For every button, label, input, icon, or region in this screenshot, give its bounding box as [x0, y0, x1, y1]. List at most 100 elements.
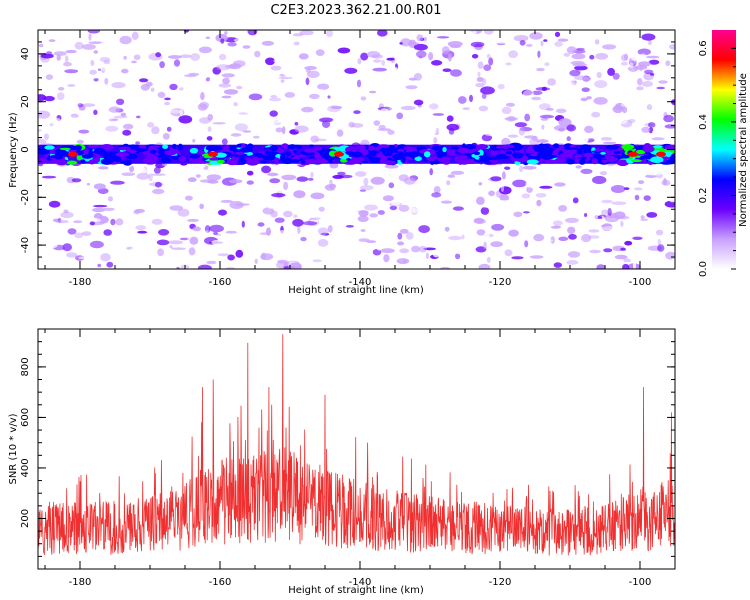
noise-blob	[537, 50, 541, 58]
noise-blob	[329, 162, 339, 169]
noise-blob	[135, 225, 147, 231]
noise-blob	[619, 86, 627, 90]
noise-blob	[508, 229, 519, 237]
noise-blob	[242, 122, 257, 130]
noise-blob	[554, 182, 566, 187]
noise-blob	[446, 180, 451, 186]
noise-blob	[280, 79, 285, 83]
noise-blob	[625, 42, 636, 49]
noise-blob	[462, 237, 476, 245]
noise-blob	[261, 165, 272, 174]
noise-blob	[192, 138, 196, 143]
noise-blob	[197, 82, 209, 87]
noise-blob	[483, 241, 487, 250]
noise-blob	[66, 252, 78, 258]
noise-blob	[158, 229, 170, 236]
noise-blob	[78, 206, 82, 214]
noise-blob	[399, 248, 410, 254]
band-blob	[106, 151, 117, 158]
colorbar-tick-label: 0.0	[698, 261, 709, 277]
band-blob	[595, 148, 600, 153]
noise-blob	[158, 127, 167, 133]
noise-blob	[566, 136, 571, 142]
noise-blob	[40, 53, 54, 59]
band-blob	[164, 150, 178, 156]
noise-blob	[126, 140, 135, 144]
noise-blob	[525, 180, 538, 188]
band-blob	[593, 153, 606, 159]
band-blob	[621, 154, 630, 159]
noise-blob	[442, 68, 452, 72]
noise-blob	[265, 57, 276, 66]
noise-blob	[220, 38, 225, 44]
noise-blob	[46, 117, 62, 126]
band-blob	[274, 158, 279, 165]
noise-blob	[251, 34, 266, 41]
noise-blob	[475, 82, 485, 88]
noise-blob	[93, 109, 98, 116]
noise-blob	[136, 172, 150, 180]
band-blob	[496, 154, 506, 158]
noise-blob	[572, 197, 579, 204]
noise-blob	[668, 197, 675, 203]
noise-blob	[77, 211, 91, 216]
band-blob	[502, 144, 510, 149]
noise-blob	[128, 248, 139, 253]
noise-blob	[555, 255, 568, 260]
band-blob	[160, 157, 172, 164]
noise-blob	[612, 72, 620, 80]
snr-ylabel: SNR (10 * v/v)	[8, 413, 19, 484]
noise-blob	[533, 233, 545, 242]
noise-blob	[629, 62, 634, 68]
noise-blob	[81, 66, 91, 75]
noise-blob	[465, 30, 477, 36]
noise-blob	[178, 115, 193, 124]
noise-blob	[164, 101, 170, 106]
noise-blob	[612, 105, 624, 114]
noise-blob	[139, 78, 149, 83]
band-blob	[368, 145, 375, 149]
band-blob	[464, 152, 472, 156]
noise-blob	[179, 109, 183, 117]
band-blob	[308, 144, 315, 147]
band-blob	[314, 152, 321, 160]
noise-blob	[592, 175, 607, 185]
noise-blob	[238, 112, 248, 115]
noise-blob	[283, 210, 293, 218]
noise-blob	[600, 252, 611, 257]
noise-blob	[622, 106, 628, 114]
band-blob	[450, 146, 460, 150]
y-tick-label: 0	[20, 146, 31, 152]
noise-blob	[317, 227, 329, 236]
band-blob	[389, 145, 396, 149]
noise-blob	[277, 230, 292, 234]
noise-blob	[192, 226, 201, 232]
noise-blob	[594, 215, 600, 220]
band-blob	[226, 159, 239, 166]
noise-blob	[52, 259, 58, 268]
noise-blob	[136, 167, 147, 175]
band-blob	[552, 143, 560, 149]
noise-blob	[318, 197, 325, 204]
noise-blob	[120, 78, 134, 83]
noise-blob	[336, 244, 346, 250]
noise-blob	[613, 211, 626, 219]
noise-blob	[307, 177, 314, 181]
noise-blob	[441, 46, 450, 55]
noise-blob	[578, 187, 588, 192]
band-blob	[189, 147, 199, 154]
band-blob	[246, 158, 260, 166]
band-blob	[118, 146, 131, 151]
noise-blob	[297, 255, 311, 264]
noise-blob	[270, 210, 278, 218]
noise-blob	[655, 128, 670, 132]
colorbar-tick-label: 0.4	[698, 114, 709, 130]
noise-blob	[224, 31, 228, 35]
noise-blob	[267, 137, 276, 145]
noise-blob	[227, 42, 237, 47]
noise-blob	[360, 185, 374, 191]
spectrogram-panel: -180 -160 -140 -120 -100 40 20 0 -20 -40 Height o…	[8, 29, 676, 296]
noise-blob	[583, 262, 598, 266]
noise-blob	[315, 183, 328, 190]
